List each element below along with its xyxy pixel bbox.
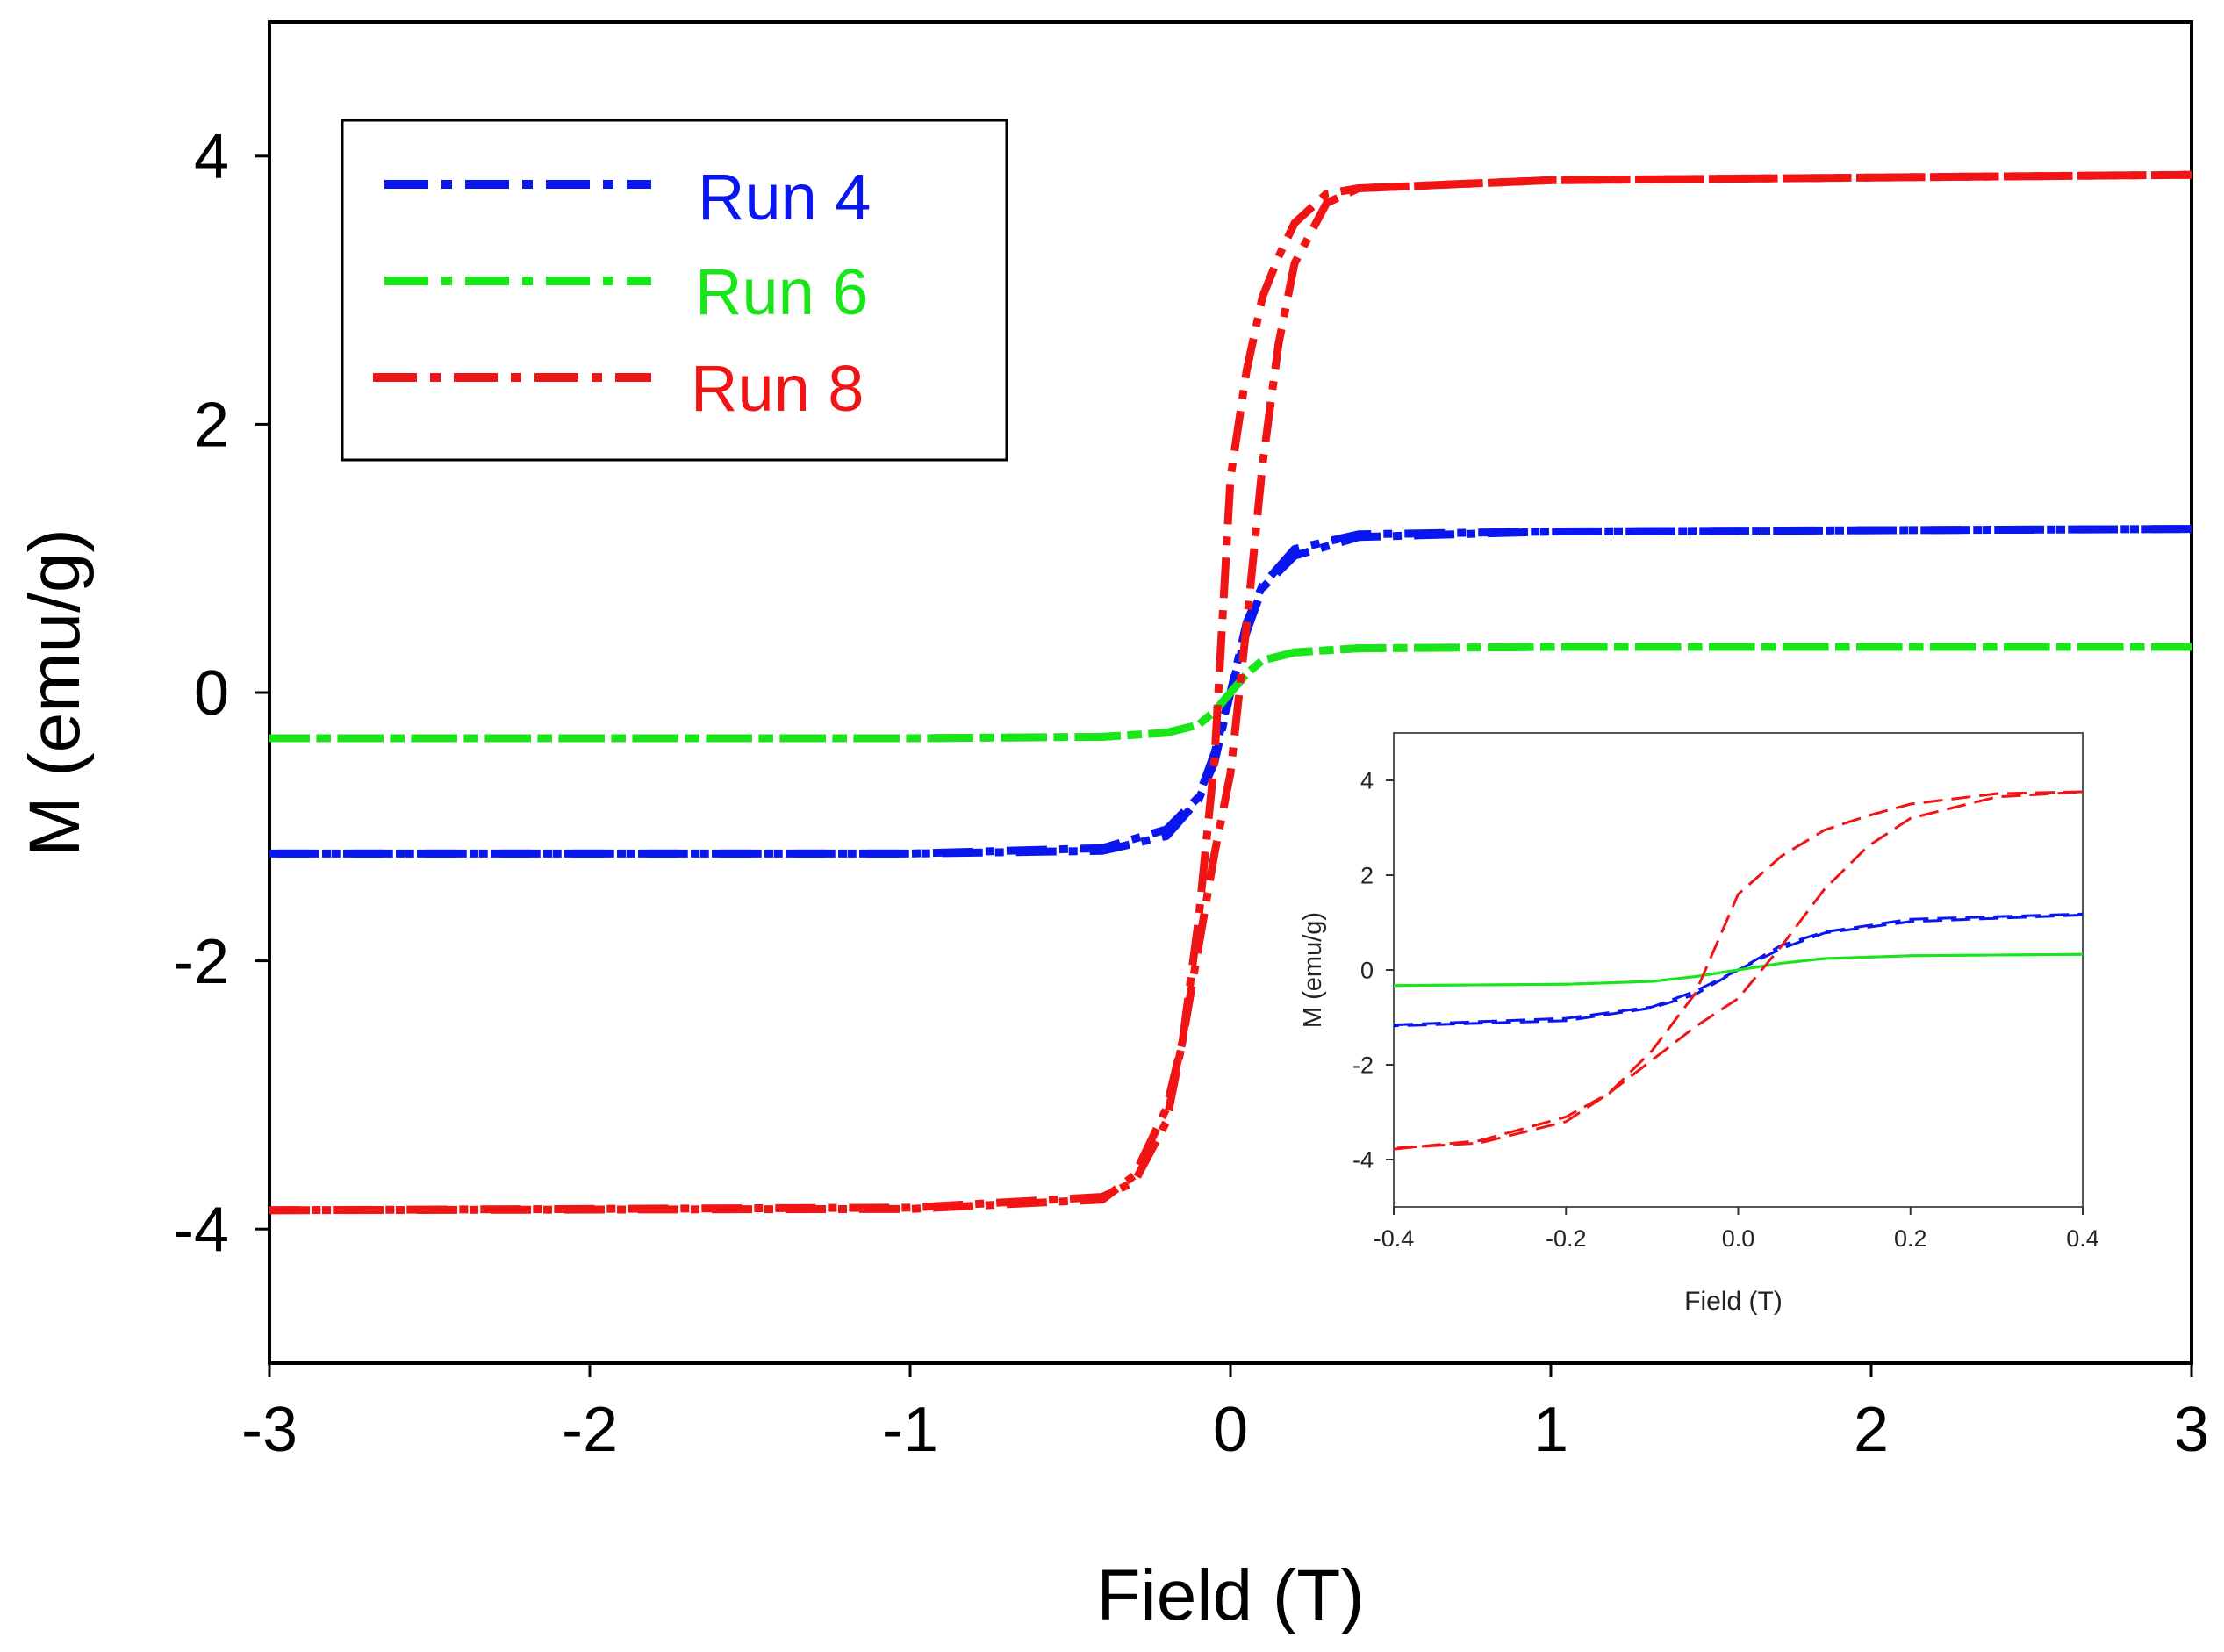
main-y-tick-label: 4	[194, 122, 229, 192]
legend: Run 4 Run 6 Run 8	[341, 119, 1008, 462]
main-x-tick-label: 2	[1854, 1395, 1889, 1465]
main-y-axis-label: M (emu/g)	[15, 528, 95, 857]
inset-y-tick-label: -4	[1352, 1146, 1374, 1173]
inset-plot: -0.4 -0.2 0.0 0.2 0.4 -4 -2 0 2 4 Field (T) M (e…	[1299, 730, 2115, 1316]
legend-label-run-8: Run 8	[691, 352, 864, 425]
inset-y-axis-label: M (emu/g)	[1299, 912, 1327, 1028]
inset-x-tick-label: -0.4	[1374, 1225, 1415, 1252]
inset-y-tick-label: 2	[1360, 862, 1374, 888]
main-x-tick-label: -2	[562, 1395, 618, 1465]
inset-x-tick-label: 0.2	[1894, 1225, 1927, 1252]
main-y-tick-label: 0	[194, 658, 229, 729]
main-series-run-8-branch-up	[269, 170, 2192, 1215]
main-x-axis-label: Field (T)	[1096, 1555, 1364, 1635]
inset-x-tick-label: -0.2	[1546, 1225, 1587, 1252]
inset-series-group	[1393, 790, 2084, 1151]
main-y-tick-label: -2	[173, 927, 229, 997]
main-x-tick-label: 3	[2174, 1395, 2209, 1465]
inset-y-tick-label: 0	[1360, 957, 1374, 983]
main-series-group	[269, 170, 2192, 1215]
inset-y-ticks: -4 -2 0 2 4	[1352, 767, 1394, 1173]
main-x-ticks: -3 -2 -1 0 1 2 3	[241, 1363, 2209, 1465]
inset-x-tick-label: 0.0	[1722, 1225, 1755, 1252]
inset-x-axis-label: Field (T)	[1684, 1287, 1783, 1316]
inset-x-ticks: -0.4 -0.2 0.0 0.2 0.4	[1374, 1207, 2099, 1252]
legend-box	[341, 119, 1008, 462]
inset-series-run-8-branch-down	[1393, 790, 2084, 1150]
main-y-tick-label: -4	[173, 1195, 229, 1265]
main-x-tick-label: 0	[1213, 1395, 1248, 1465]
main-y-tick-label: 2	[194, 391, 229, 461]
legend-label-run-6: Run 6	[695, 255, 868, 328]
inset-y-tick-label: -2	[1352, 1052, 1374, 1078]
main-x-tick-label: -1	[882, 1395, 938, 1465]
inset-series-run-8-branch-up	[1393, 790, 2084, 1151]
legend-label-run-4: Run 4	[698, 161, 871, 233]
main-x-tick-label: -3	[241, 1395, 298, 1465]
inset-x-tick-label: 0.4	[2066, 1225, 2099, 1252]
inset-series-run-6-branch-down	[1393, 952, 2084, 988]
inset-y-tick-label: 4	[1360, 767, 1374, 794]
main-x-tick-label: 1	[1533, 1395, 1568, 1465]
main-series-run-6-branch-down	[269, 643, 2192, 743]
main-series-run-8-branch-down	[269, 170, 2192, 1215]
main-y-ticks: -4 -2 0 2 4	[173, 122, 269, 1265]
